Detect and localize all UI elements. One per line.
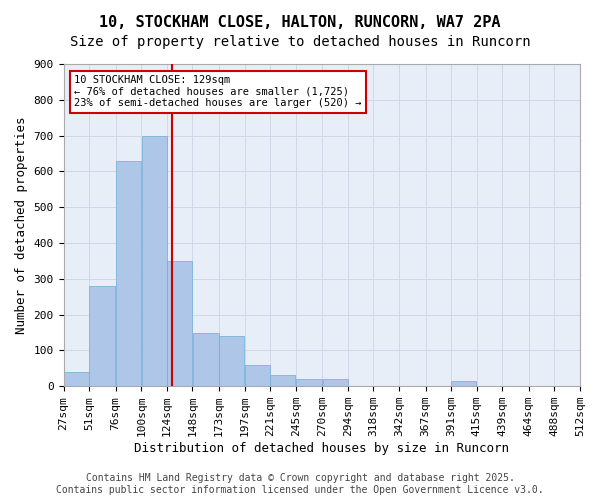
Bar — [323, 379, 347, 386]
Bar — [219, 336, 244, 386]
X-axis label: Distribution of detached houses by size in Runcorn: Distribution of detached houses by size … — [134, 442, 509, 455]
Text: 10 STOCKHAM CLOSE: 129sqm
← 76% of detached houses are smaller (1,725)
23% of se: 10 STOCKHAM CLOSE: 129sqm ← 76% of detac… — [74, 76, 361, 108]
Bar — [193, 332, 219, 386]
Bar — [64, 372, 89, 386]
Text: 10, STOCKHAM CLOSE, HALTON, RUNCORN, WA7 2PA: 10, STOCKHAM CLOSE, HALTON, RUNCORN, WA7… — [99, 15, 501, 30]
Bar — [451, 381, 476, 386]
Text: Contains HM Land Registry data © Crown copyright and database right 2025.
Contai: Contains HM Land Registry data © Crown c… — [56, 474, 544, 495]
Bar — [296, 379, 322, 386]
Bar — [142, 136, 167, 386]
Bar — [116, 160, 141, 386]
Text: Size of property relative to detached houses in Runcorn: Size of property relative to detached ho… — [70, 35, 530, 49]
Bar — [167, 261, 192, 386]
Y-axis label: Number of detached properties: Number of detached properties — [15, 116, 28, 334]
Bar — [89, 286, 115, 386]
Bar — [271, 376, 295, 386]
Bar — [245, 364, 270, 386]
